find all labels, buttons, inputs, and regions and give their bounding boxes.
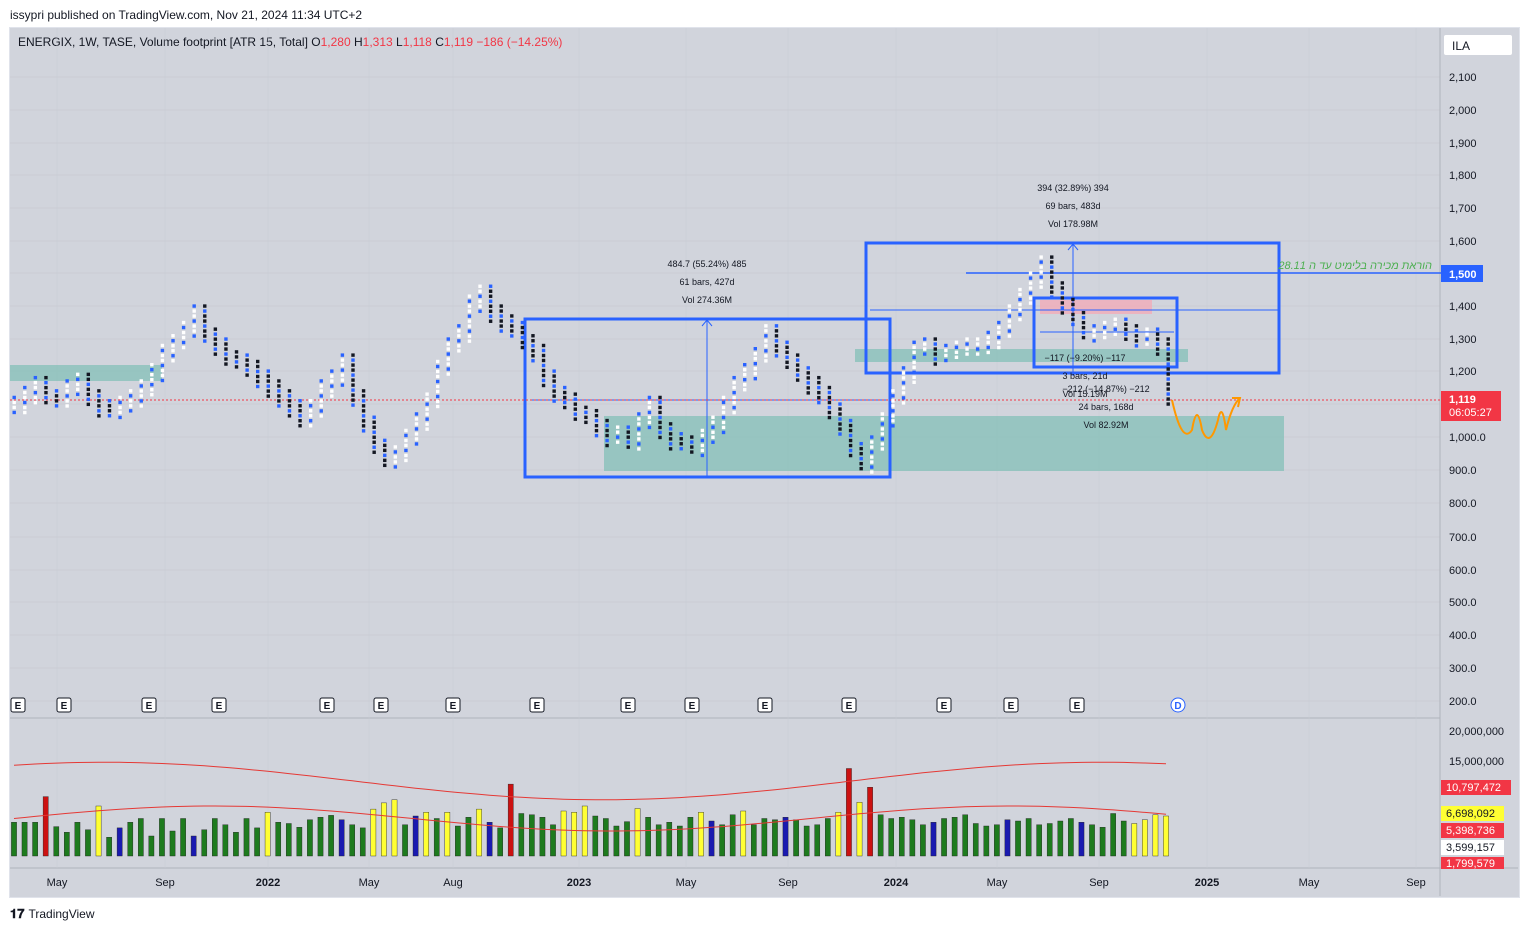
high-value: 1,313 <box>362 35 393 49</box>
change-value: −186 (−14.25%) <box>476 35 563 49</box>
symbol-title: ENERGIX, 1W, TASE, Volume footprint [ATR… <box>18 35 308 49</box>
close-label: C <box>435 35 444 49</box>
brand-text: TradingView <box>28 907 95 921</box>
low-label: L <box>396 35 403 49</box>
open-value: 1,280 <box>320 35 351 49</box>
publish-header: issypri published on TradingView.com, No… <box>10 8 363 22</box>
low-value: 1,118 <box>402 35 432 49</box>
high-label: H <box>353 35 363 49</box>
tradingview-logo-icon: 𝟏𝟕 <box>10 906 25 921</box>
symbol-legend: ENERGIX, 1W, TASE, Volume footprint [ATR… <box>18 35 562 49</box>
currency-selector[interactable]: ILA <box>1443 34 1513 56</box>
footer[interactable]: 𝟏𝟕 TradingView <box>10 906 95 922</box>
open-label: O <box>311 35 321 49</box>
chart-frame[interactable] <box>9 27 1520 898</box>
close-value: 1,119 <box>443 35 473 49</box>
